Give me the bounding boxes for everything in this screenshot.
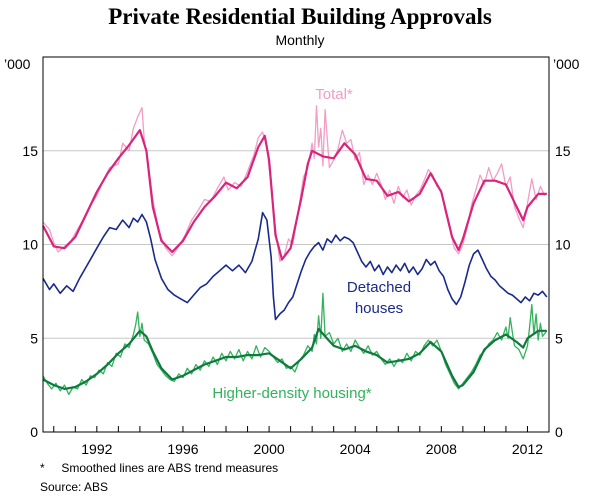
x-tick-label: 1992 [81, 441, 112, 457]
left-unit-label: ’000 [4, 56, 31, 72]
y-axis-left: 0 5 10 15 [22, 143, 38, 440]
gridlines [43, 150, 549, 339]
series-label-detached-line2: houses [355, 300, 403, 317]
y-tick-label-left: 0 [30, 424, 38, 440]
x-tick-label: 2008 [426, 441, 457, 457]
series-trend-total [42, 129, 547, 261]
series-label-detached-line1: Detached [347, 279, 411, 296]
y-tick-label-right: 15 [555, 143, 571, 159]
right-unit-label: ’000 [553, 56, 580, 72]
y-tick-label-left: 15 [22, 143, 38, 159]
x-tick-label: 1996 [167, 441, 198, 457]
y-tick-label-right: 0 [555, 424, 563, 440]
y-tick-label-left: 5 [30, 330, 38, 346]
footnote: * Smoothed lines are ABS trend measures [40, 461, 278, 475]
y-tick-label-left: 10 [22, 237, 38, 253]
x-tick-label: 2004 [340, 441, 371, 457]
raw-series-layer [42, 105, 548, 396]
x-tick-label: 2012 [512, 441, 543, 457]
y-axis-right: 0 5 10 15 [555, 143, 571, 440]
trend-series-layer [42, 129, 548, 390]
chart-subtitle: Monthly [275, 32, 324, 48]
series-raw-higher-density [42, 292, 548, 396]
y-tick-label-right: 10 [555, 237, 571, 253]
x-axis: 1992 1996 2000 2004 2008 2012 [53, 426, 550, 457]
plot-frame [42, 56, 550, 433]
series-trend-higher-density [42, 327, 547, 390]
x-tick-label: 2000 [254, 441, 285, 457]
source-note: Source: ABS [40, 480, 108, 494]
series-line-detached [42, 211, 548, 321]
series-label-higher-density: Higher-density housing* [212, 385, 371, 402]
y-tick-label-right: 5 [555, 330, 563, 346]
series-label-total: Total* [315, 86, 353, 103]
chart-title: Private Residential Building Approvals [108, 4, 492, 29]
